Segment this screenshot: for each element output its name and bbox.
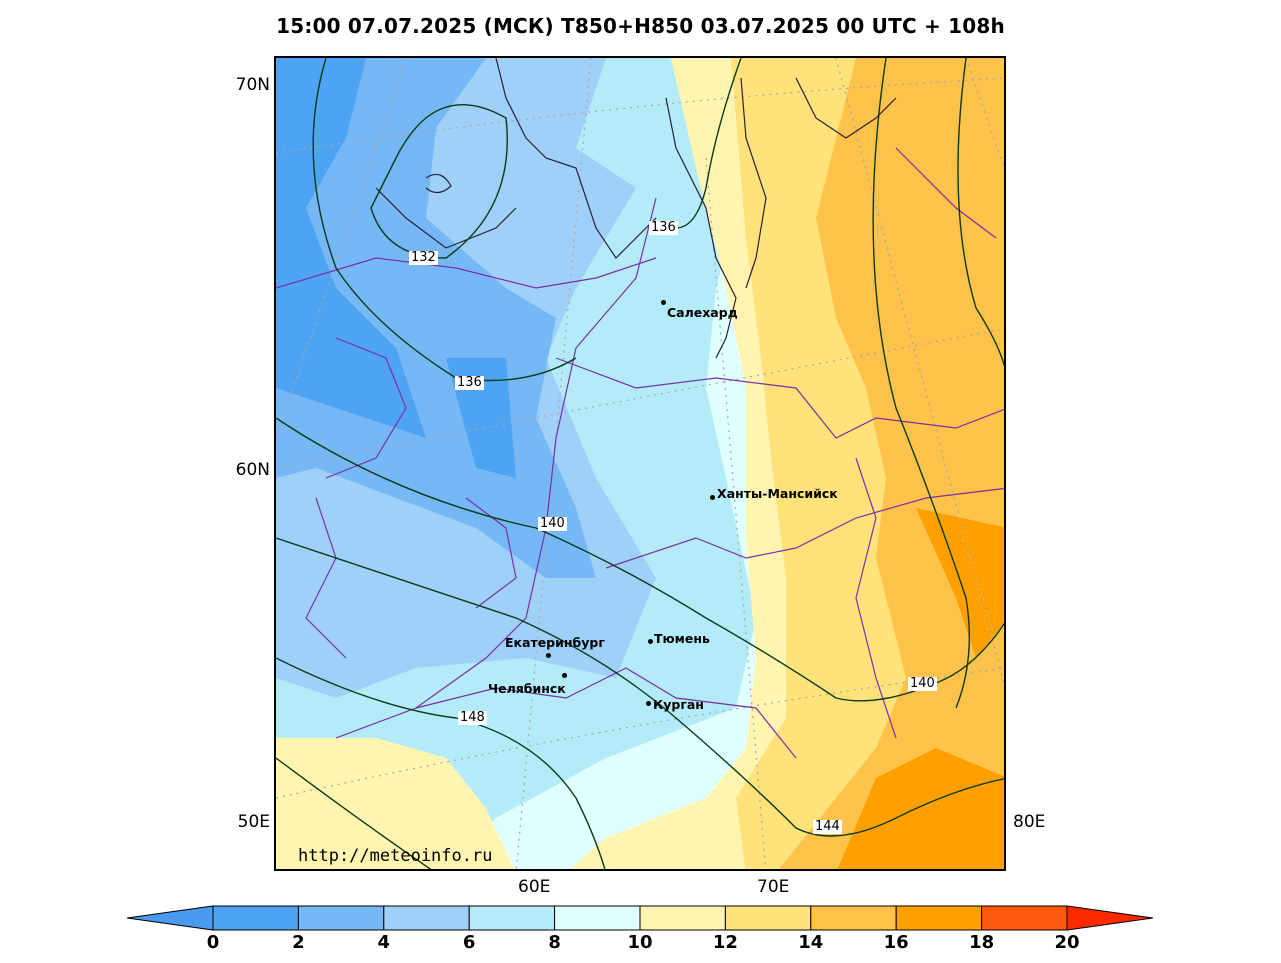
contour-label: 148: [458, 710, 487, 725]
city-label-chelyabinsk: Челябинск: [488, 681, 566, 696]
contour-label: 140: [538, 516, 567, 531]
colorbar-tick-label: 14: [798, 932, 824, 953]
colorbar-segment: [895, 905, 983, 931]
watermark-url: http://meteoinfo.ru: [298, 846, 493, 866]
colorbar-segment: [468, 905, 556, 931]
colorbar-tick-label: 6: [462, 932, 476, 953]
colorbar-segment: [639, 905, 726, 931]
city-label-tyumen: Тюмень: [654, 631, 710, 646]
colorbar-segment: [383, 905, 470, 931]
city-marker-khanty-mansiysk: [710, 495, 715, 500]
colorbar-tick-label: 12: [712, 932, 738, 953]
colorbar-segment: [212, 905, 299, 931]
city-marker-salekhard: [661, 300, 666, 305]
temperature-field: [276, 58, 1004, 869]
city-label-salekhard: Салехард: [667, 305, 738, 320]
lat-label-50e: 50E: [237, 812, 270, 832]
colorbar-over-arrow: [1066, 905, 1154, 931]
city-marker-tyumen: [648, 639, 653, 644]
lat-label-70n: 70N: [235, 75, 270, 95]
lon-label-80e: 80E: [1013, 812, 1046, 832]
colorbar-segment: [810, 905, 897, 931]
colorbar-tick-label: 10: [627, 932, 653, 953]
lon-label-70e: 70E: [757, 877, 790, 897]
lon-label-60e: 60E: [518, 877, 551, 897]
colorbar-tick-label: 16: [883, 932, 909, 953]
contour-label: 144: [813, 819, 842, 834]
city-marker-chelyabinsk: [562, 673, 567, 678]
colorbar-segment: [981, 905, 1068, 931]
colorbar-tick-label: 18: [969, 932, 995, 953]
colorbar-under-arrow: [126, 905, 214, 931]
colorbar: [126, 905, 1154, 931]
lat-label-60n: 60N: [235, 460, 270, 480]
colorbar-segment: [554, 905, 641, 931]
colorbar-segment: [297, 905, 385, 931]
city-label-kurgan: Курган: [653, 697, 704, 712]
map-title: 15:00 07.07.2025 (МСК) T850+H850 03.07.2…: [276, 14, 1005, 38]
colorbar-segment: [724, 905, 812, 931]
colorbar-tick-label: 20: [1054, 932, 1080, 953]
colorbar-tick-label: 8: [548, 932, 561, 953]
city-label-khanty-mansiysk: Ханты-Мансийск: [717, 486, 838, 501]
colorbar-tick-label: 4: [377, 932, 391, 953]
city-marker-kurgan: [646, 701, 651, 706]
contour-label: 136: [455, 375, 484, 390]
city-label-ekaterinburg: Екатеринбург: [505, 635, 605, 650]
map-panel: [274, 56, 1006, 871]
colorbar-tick-label: 2: [292, 932, 305, 953]
contour-label: 136: [649, 220, 678, 235]
contour-label: 132: [409, 250, 438, 265]
colorbar-tick-label: 0: [206, 932, 220, 953]
city-marker-ekaterinburg: [546, 653, 551, 658]
contour-label: 140: [908, 676, 937, 691]
